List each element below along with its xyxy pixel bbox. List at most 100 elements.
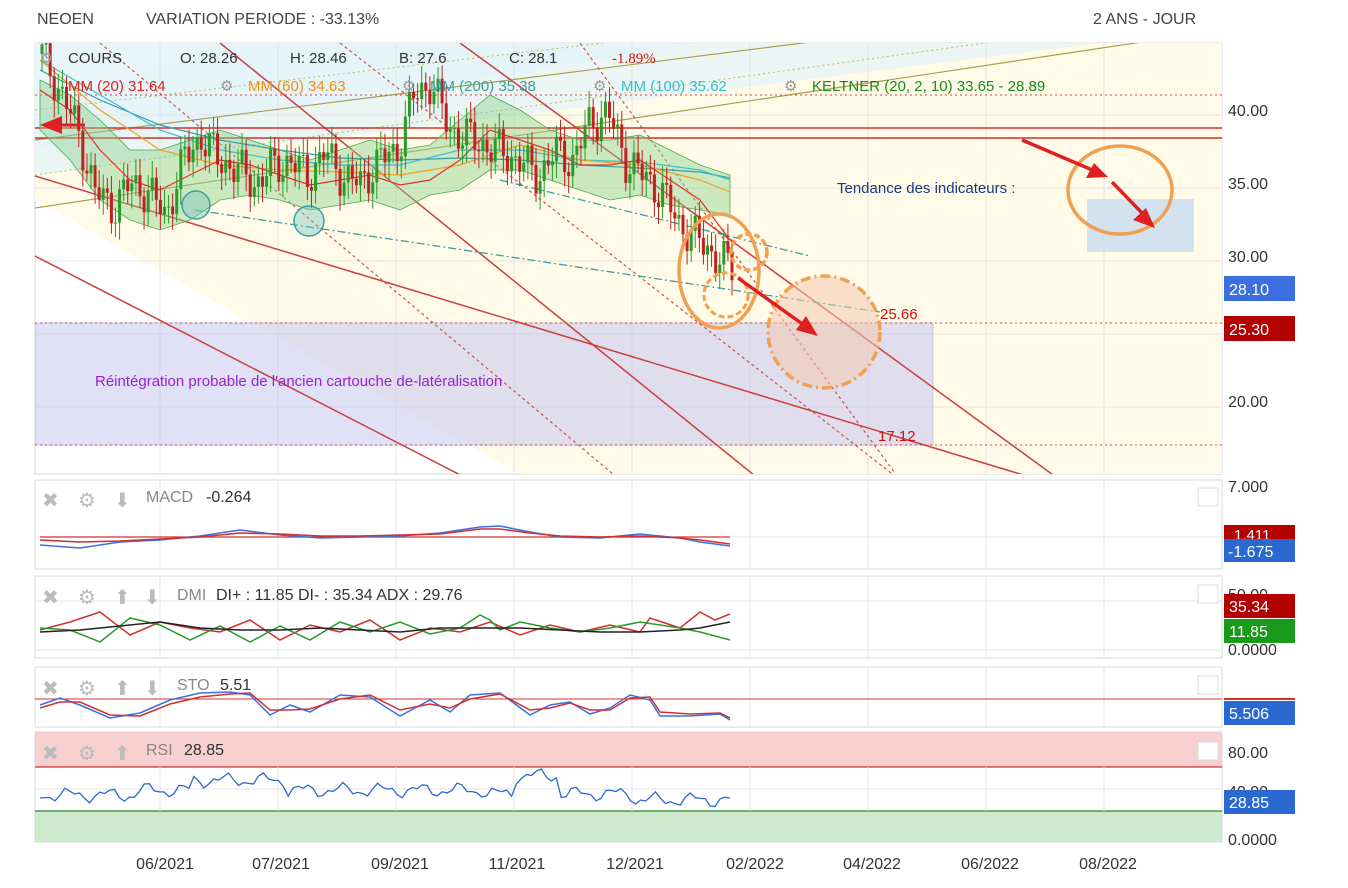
candle-body [93,165,97,188]
candle-body [416,98,420,100]
y-tick: 20.00 [1228,394,1268,411]
candle-body [665,182,669,185]
candles [40,43,734,296]
rsi-axis-top: 80.00 [1228,745,1268,762]
close-icon[interactable]: ✖ [42,743,59,765]
close-icon[interactable]: ✖ [42,490,59,512]
main-y-axis: 40.00 35.00 30.00 20.00 [1228,103,1268,411]
candle-body [56,88,60,101]
candle-body [395,143,399,162]
candle-body [167,206,171,208]
candle-body [248,174,252,198]
dmi-badge-top: 35.34 [1229,599,1269,616]
dmi-name: DMI [177,587,206,604]
variation-label: VARIATION PERIODE : -33.13% [146,11,380,28]
candle-body [130,183,134,192]
arrow-down-icon[interactable]: ⬇ [144,678,161,700]
candle-body [301,155,305,157]
arrow-down-icon[interactable]: ⬇ [144,587,161,609]
candle-body [269,148,273,177]
candle-body [514,156,518,158]
gear-icon[interactable]: ⚙ [78,678,96,700]
sto-badge: 5.506 [1229,706,1269,723]
x-tick: 07/2021 [252,856,310,873]
candle-body [538,181,542,194]
candle-body [403,116,407,157]
macd-axis-top: 7.000 [1228,479,1268,496]
candle-body [628,174,632,184]
gear-icon[interactable]: ⚙ [784,78,797,95]
close-icon[interactable]: ✖ [42,678,59,700]
y-tick: 40.00 [1228,103,1268,120]
candle-body [436,78,440,92]
close-icon[interactable]: ✖ [42,587,59,609]
candle-body [493,139,497,162]
candle-body [481,139,485,152]
candle-body [297,155,301,173]
candle-body [228,159,232,169]
candle-body [97,187,101,200]
candle-body [122,179,126,190]
mm60-line [39,59,731,193]
candle-body [113,222,117,224]
candle-body [477,149,481,152]
candle-body [505,155,509,172]
period-label[interactable]: 2 ANS - JOUR [1093,11,1197,28]
candle-body [224,159,228,173]
dmi-badge-bottom: 11.85 [1229,624,1268,641]
candle-body [342,182,346,196]
x-tick: 12/2021 [606,856,664,873]
candle-body [289,155,293,163]
candle-body [138,175,142,197]
gear-icon[interactable]: ⚙ [78,743,96,765]
candle-body [440,78,444,104]
gear-icon[interactable]: ⚙ [220,78,233,95]
candle-body [150,177,154,191]
candle-body [85,170,89,174]
trend-label: Tendance des indicateurs : [837,180,1015,197]
candle-body [89,165,93,174]
panel-checkbox[interactable] [1197,741,1219,761]
candle-body [203,149,207,157]
arrow-down-icon[interactable]: ⬇ [114,490,131,512]
candle-body [273,148,277,156]
rsi-name: RSI [146,742,173,759]
gear-icon[interactable]: ⚙ [402,78,415,95]
candle-body [338,169,342,196]
candle-body [554,136,558,162]
rsi-line [39,768,731,808]
gear-icon[interactable]: ⚙ [40,50,53,67]
mm100-line [39,59,731,181]
orange-ellipse [677,212,761,330]
panel-checkbox[interactable] [1197,487,1219,507]
candle-body [428,90,432,105]
legend-row-1: ⚙ COURS O: 28.26 H: 28.46 B: 27.6 C: 28.… [40,50,656,67]
candle-body [473,122,477,150]
candle-body [636,152,640,164]
dmi-axis-bottom: 0.0000 [1228,642,1277,659]
gear-icon[interactable]: ⚙ [78,490,96,512]
candle-body [322,152,326,160]
legend-close: C: 28.1 [509,50,557,67]
arrow-up-icon[interactable]: ⬆ [114,678,131,700]
candle-body [318,152,322,163]
candle-body [118,189,122,223]
candle-body [661,182,665,208]
target-circle [766,274,882,390]
arrow-up-icon[interactable]: ⬆ [114,743,131,765]
panel-checkbox[interactable] [1197,675,1219,695]
gear-icon[interactable]: ⚙ [593,78,606,95]
candle-body [77,105,81,131]
arrow-up-icon[interactable]: ⬆ [114,587,131,609]
gear-icon[interactable]: ⚙ [78,587,96,609]
candle-body [726,240,730,253]
panel-checkbox[interactable] [1197,584,1219,604]
candle-body [648,171,652,175]
candle-body [183,146,187,150]
candle-body [358,171,362,186]
candle-body [452,128,456,130]
x-tick: 09/2021 [371,856,429,873]
candle-body [232,168,236,183]
candle-body [252,187,256,198]
support-badge [1224,316,1295,341]
